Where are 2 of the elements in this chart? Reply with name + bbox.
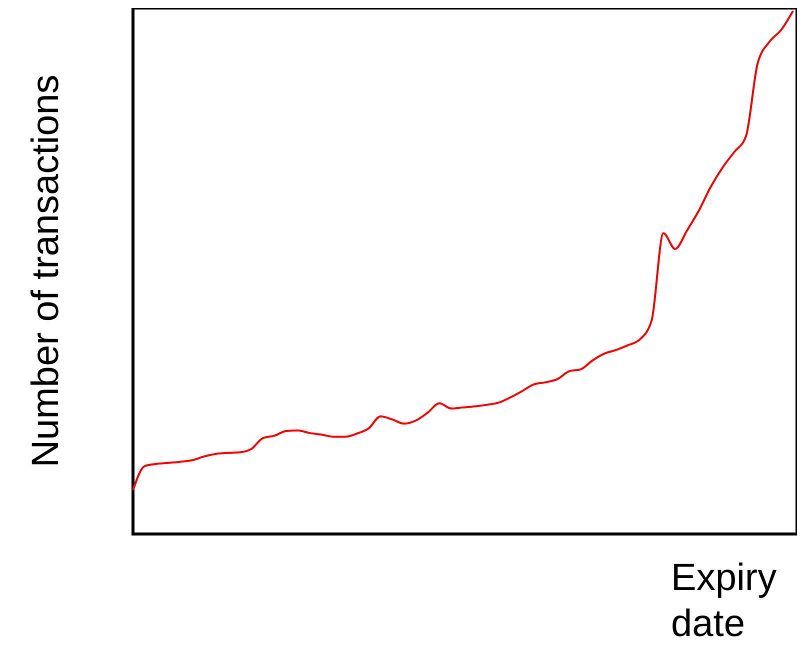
- x-axis-title: Expiry date: [671, 557, 777, 645]
- y-axis-title: Number of transactions: [25, 74, 67, 468]
